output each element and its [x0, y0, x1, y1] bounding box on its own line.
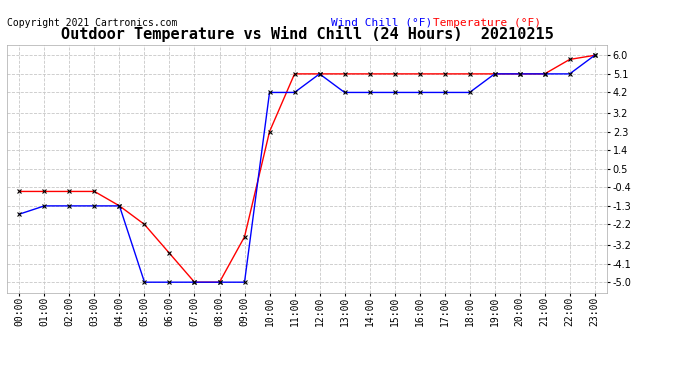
- Text: Wind Chill (°F): Wind Chill (°F): [331, 18, 433, 28]
- Title: Outdoor Temperature vs Wind Chill (24 Hours)  20210215: Outdoor Temperature vs Wind Chill (24 Ho…: [61, 27, 553, 42]
- Text: Copyright 2021 Cartronics.com: Copyright 2021 Cartronics.com: [7, 18, 177, 28]
- Text: Temperature (°F): Temperature (°F): [433, 18, 541, 28]
